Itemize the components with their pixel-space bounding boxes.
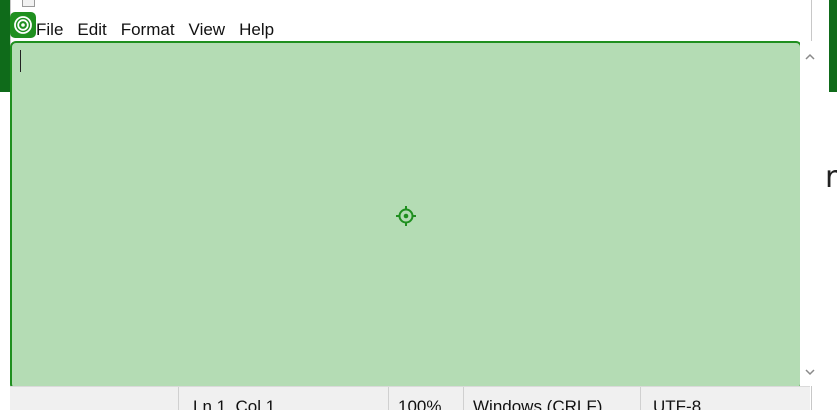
chevron-up-icon[interactable] [804, 51, 816, 63]
menu-file[interactable]: File [36, 20, 64, 39]
menu-format[interactable]: Format [120, 20, 175, 39]
title-bar [12, 0, 792, 10]
status-line-endings: Windows (CRLF) [473, 397, 603, 410]
text-caret [20, 50, 21, 72]
status-separator [388, 387, 389, 410]
status-cursor-position: Ln 1, Col 1 [193, 397, 276, 410]
vertical-scrollbar[interactable] [800, 41, 820, 386]
status-encoding: UTF-8 [653, 397, 702, 410]
status-separator [640, 387, 641, 410]
menu-edit[interactable]: Edit [77, 20, 107, 39]
chevron-down-icon[interactable] [804, 366, 816, 378]
target-icon [10, 12, 36, 38]
status-separator [178, 387, 179, 410]
desktop-background-left [0, 0, 10, 92]
menu-view[interactable]: View [188, 20, 226, 39]
text-editor-area[interactable] [10, 41, 802, 390]
status-bar: Ln 1, Col 1 100% Windows (CRLF) UTF-8 [10, 386, 810, 410]
status-separator [463, 387, 464, 410]
background-app-text: r [825, 160, 837, 195]
status-zoom: 100% [398, 397, 442, 410]
crosshair-icon [396, 206, 416, 226]
desktop-background-right [829, 0, 837, 92]
menu-bar: File Edit Format View Help [10, 18, 281, 42]
menu-help[interactable]: Help [239, 20, 275, 39]
document-icon [22, 0, 35, 7]
